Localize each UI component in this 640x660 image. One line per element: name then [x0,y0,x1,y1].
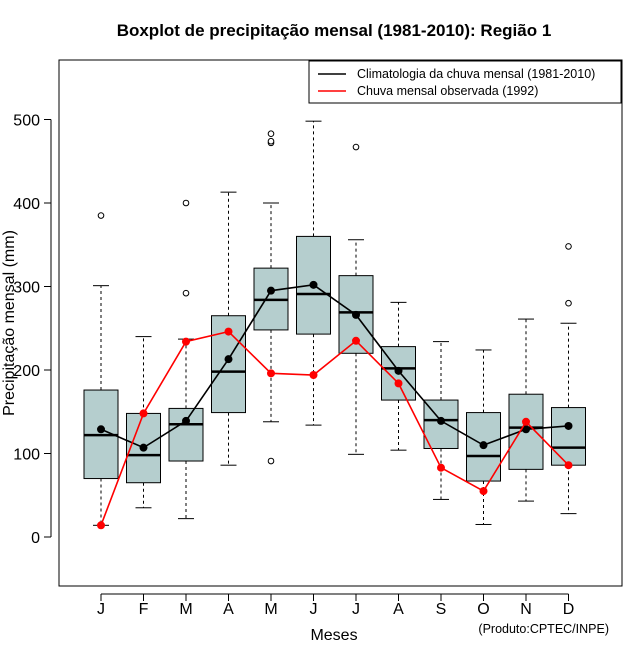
series-point [182,337,190,346]
x-tick-label: J [97,601,105,618]
y-tick-label: 0 [31,530,40,547]
series-point [522,417,530,426]
plot-area [58,59,623,587]
series-lines [97,280,573,530]
series-point [97,521,105,530]
series-point [479,441,488,450]
boxplot-6 [296,120,331,426]
x-tick-label: A [223,601,234,618]
y-axis-label: Precipitação mensal (mm) [1,230,18,416]
series-point [267,286,275,295]
outlier-point [267,130,275,137]
series-line [100,283,569,449]
series-point [437,416,445,425]
credit-text: (Produto:CPTEC/INPE) [478,622,609,636]
legend: Climatologia da chuva mensal (1981-2010)… [308,60,622,104]
outlier-point [182,289,190,297]
series-point [309,280,318,289]
legend-label-observed: Chuva mensal observada (1992) [357,84,538,98]
series-observed [97,327,573,530]
series-point [352,336,360,345]
outlier-point [352,143,360,151]
boxplot-3 [168,199,204,520]
outlier-point [565,243,572,250]
boxplot-7 [338,143,374,455]
series-point [352,310,360,319]
boxplot-1 [83,212,119,526]
outlier-point [267,137,275,145]
series-climatology [97,280,573,452]
series-point [564,421,573,430]
outlier-point [97,212,105,219]
x-tick-label: J [310,601,318,618]
x-axis-label: Meses [310,627,357,644]
series-point [564,461,573,470]
y-tick-label: 200 [13,363,40,380]
series-point [522,425,530,434]
y-tick-label: 400 [13,196,40,213]
x-tick-label: A [393,601,404,618]
series-point [394,379,403,388]
boxplot-4 [211,191,246,466]
outlier-point [267,457,275,465]
series-point [394,366,403,375]
series-point [139,443,148,452]
boxplot-11 [508,318,544,502]
y-tick-label: 500 [13,113,40,130]
x-tick-label: M [179,601,192,618]
series-line [100,330,570,526]
boxplots [83,120,586,526]
x-tick-label: M [264,601,277,618]
y-tick-label: 300 [13,280,40,297]
box [211,315,246,414]
boxplot-5 [253,130,289,465]
y-axis: 0 100 200 300 400 500 [13,113,52,547]
outlier-point [182,199,190,207]
series-point [139,409,148,418]
box [551,407,586,466]
series-point [182,416,190,425]
boxplot-2 [126,336,161,509]
series-point [309,371,318,380]
series-point [267,369,275,378]
boxplot-12 [551,243,586,515]
x-tick-label: S [436,601,447,618]
box [168,407,204,462]
legend-box [308,60,622,104]
x-tick-label: O [477,601,489,618]
legend-label-climatology: Climatologia da chuva mensal (1981-2010) [357,67,595,81]
series-point [437,463,445,472]
series-point [479,487,488,496]
series-point [224,327,233,336]
series-point [97,425,105,434]
outlier-point [565,299,572,307]
x-tick-label: F [139,601,149,618]
boxplot-8 [381,301,416,451]
x-tick-label: J [352,601,360,618]
boxplot-10 [466,349,501,525]
y-tick-label: 100 [13,447,40,464]
x-tick-label: N [520,601,532,618]
x-tick-label: D [563,601,575,618]
chart-title: Boxplot de precipitação mensal (1981-201… [117,21,552,40]
series-point [224,355,233,364]
